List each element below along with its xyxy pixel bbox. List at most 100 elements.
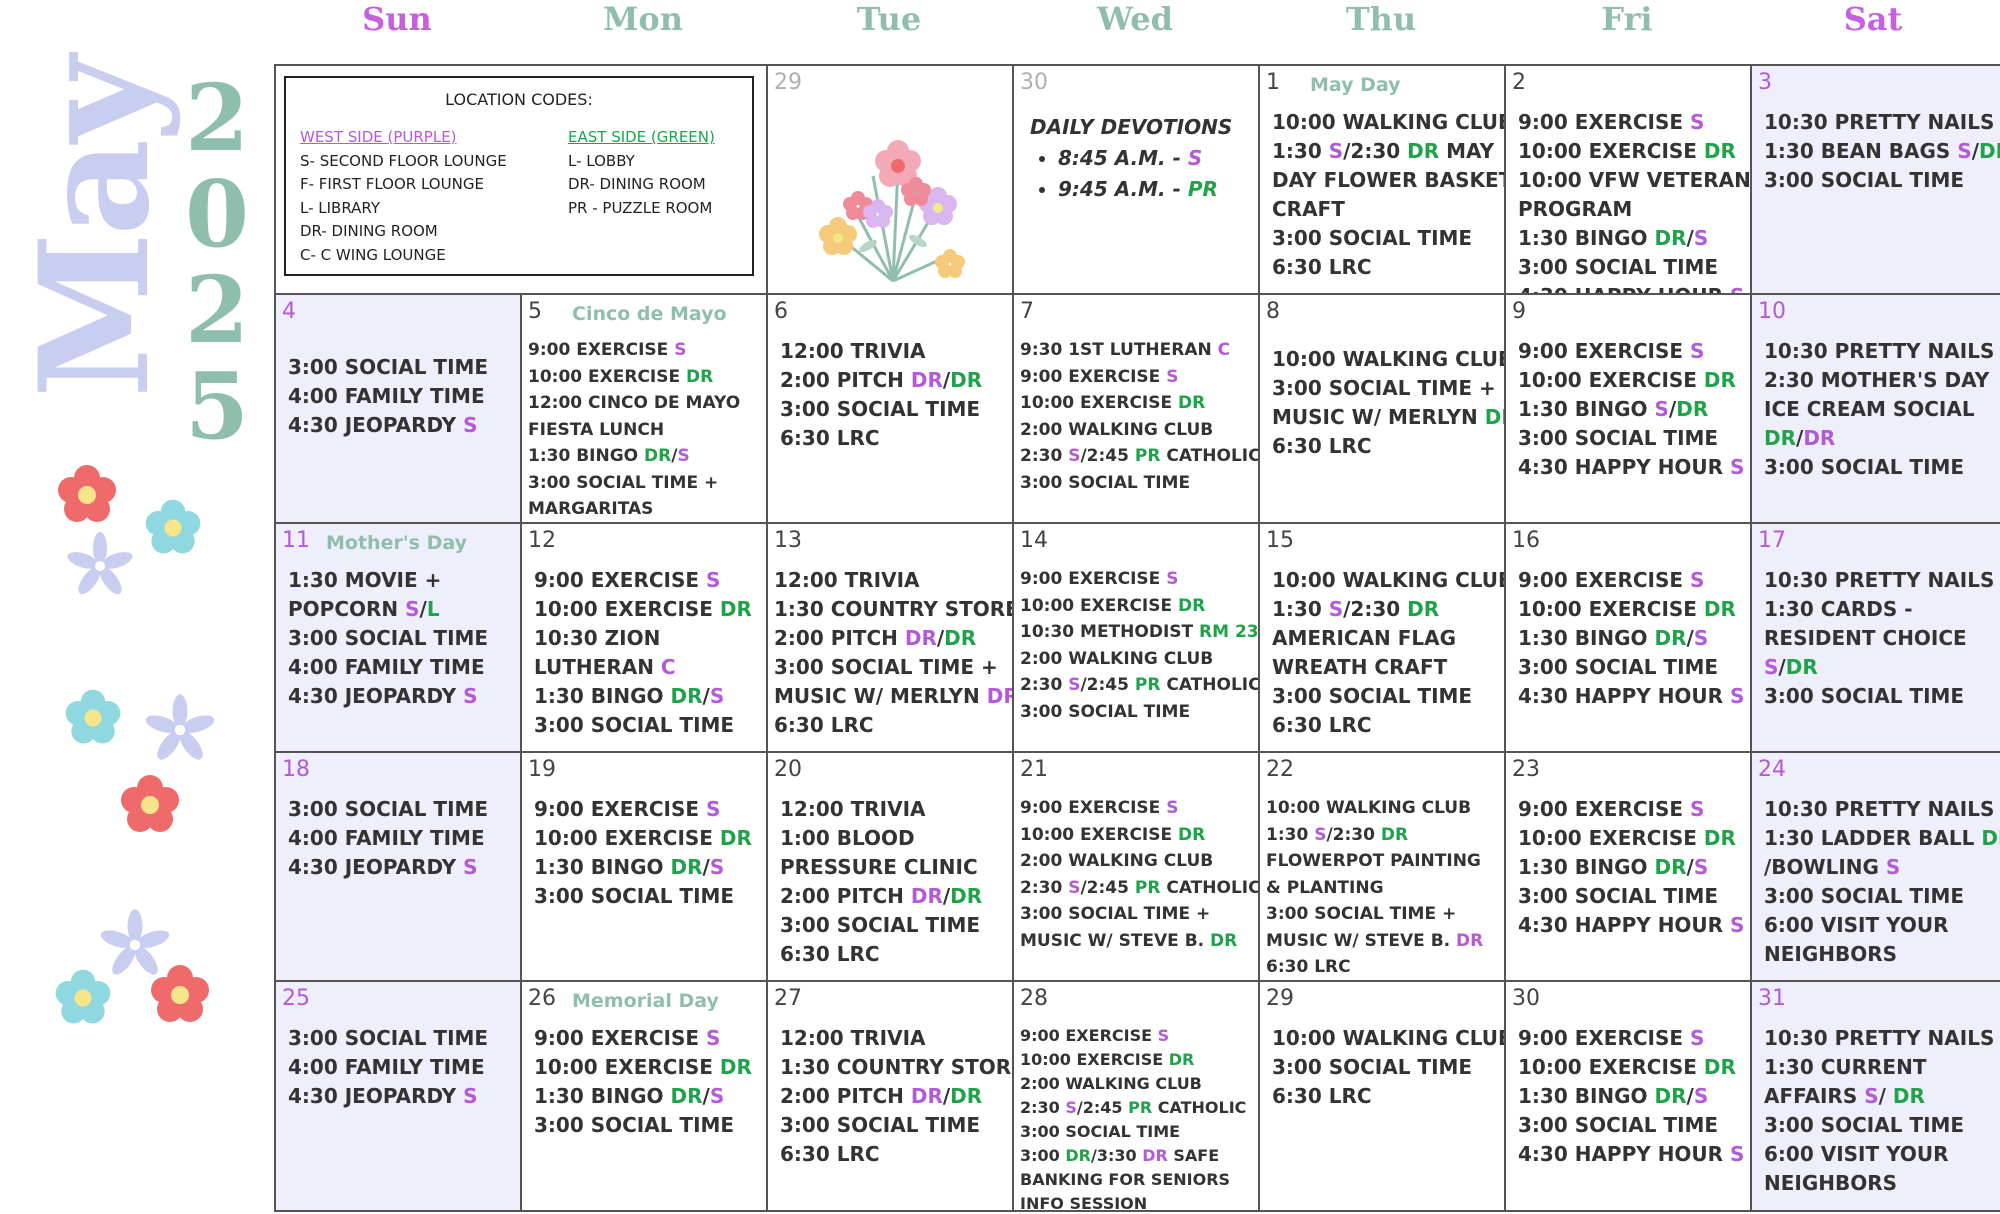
location-code: DR [1654, 1084, 1687, 1108]
event-text: 3:00 SOCIAL TIME [1518, 655, 1719, 679]
event-text: 6:30 LRC [780, 1142, 880, 1166]
event-line: 3:00 SOCIAL TIME [1518, 653, 1746, 682]
location-code: S [463, 684, 478, 708]
flower-icon [151, 965, 209, 1022]
event-text: 3:00 SOCIAL TIME [1272, 226, 1473, 250]
event-text: MAY [1439, 139, 1495, 163]
event-text: 2:00 PITCH [780, 368, 911, 392]
date-number: 6 [774, 299, 788, 324]
event-text: AFFAIRS [1764, 1084, 1865, 1108]
location-code: DR [944, 626, 977, 650]
event-text: 3:00 SOCIAL TIME [1518, 255, 1719, 279]
event-line: 9:00 EXERCISE S [1020, 795, 1254, 822]
location-code: DR [1380, 824, 1409, 845]
event-text: WREATH CRAFT [1272, 655, 1448, 679]
date-number: 15 [1266, 528, 1294, 553]
event-text: 10:00 EXERCISE [534, 1055, 720, 1079]
flower-icon [145, 499, 201, 554]
event-line: 10:00 WALKING CLUB [1266, 795, 1500, 822]
event-list: 10:00 WALKING CLUB 1:30 S/2:30 DR AMERICAN… [1272, 566, 1504, 740]
decorative-flowers [40, 440, 240, 1060]
event-line: 2:00 WALKING CLUB [1020, 646, 1254, 673]
event-text: 12:00 TRIVIA [780, 339, 926, 363]
event-text: 2:00 PITCH [780, 884, 911, 908]
event-list: 9:00 EXERCISE S 10:00 EXERCISE DR 2:00 WAL… [1020, 1024, 1254, 1210]
event-text: 1:30 BINGO [1518, 226, 1655, 250]
day-cell: 18 3:00 SOCIAL TIME 4:00 FAMILY TIME 4:30 J… [276, 753, 522, 982]
location-code: DR [1892, 1084, 1925, 1108]
event-text: 4:00 FAMILY TIME [288, 384, 485, 408]
event-line: 3:00 SOCIAL TIME [1020, 699, 1254, 726]
location-code: DR [644, 446, 672, 466]
event-text: PROGRAM [1518, 197, 1633, 221]
event-line: FLOWERPOT PAINTING [1266, 848, 1500, 875]
event-text: 1:30 BINGO [1518, 1084, 1655, 1108]
event-text: / [419, 597, 427, 621]
location-code: S [1730, 455, 1745, 479]
event-text: 3:00 SOCIAL TIME [1272, 1055, 1473, 1079]
location-code: DR [904, 626, 937, 650]
daily-devotions: DAILY DEVOTIONS 8:45 A.M. - S 9:45 A.M. … [1030, 112, 1254, 205]
legend-east: EAST SIDE (GREEN) L- LOBBY DR- DINING RO… [568, 126, 715, 220]
event-text: /2:45 [1080, 675, 1135, 695]
event-line: 10:00 EXERCISE DR [1020, 390, 1254, 417]
event-line: 2:00 PITCH DR/DR [780, 1082, 1008, 1111]
event-line: 2:00 WALKING CLUB [1020, 848, 1254, 875]
location-code: DR [1065, 1146, 1091, 1165]
event-text: 3:00 SOCIAL TIME + [1266, 904, 1457, 924]
event-line: 10:30 METHODIST RM 236 [1020, 619, 1258, 646]
event-text: 6:30 LRC [1266, 957, 1351, 977]
event-list: 10:00 WALKING CLUB 1:30 S/2:30 DR FLOWERPO… [1266, 795, 1500, 980]
event-line: 1:30 BINGO DR/S [534, 682, 762, 711]
year: 2 0 2 5 [182, 70, 252, 454]
date-number: 24 [1758, 757, 1786, 782]
date-number: 4 [282, 299, 296, 324]
event-line: 10:00 VFW VETERAN [1518, 166, 1750, 195]
holiday-label: Mother's Day [326, 532, 467, 554]
location-code: DR [1168, 1050, 1195, 1069]
event-line: MARGARITAS [528, 496, 762, 522]
event-line: 12:00 TRIVIA [780, 795, 1008, 824]
event-line: 10:00 EXERCISE DR [534, 1053, 762, 1082]
event-text: 9:00 EXERCISE [1518, 339, 1691, 363]
event-text: NEIGHBORS [1764, 1171, 1898, 1195]
event-list: 9:30 1ST LUTHERAN C 9:00 EXERCISE S 10:00 … [1020, 337, 1258, 496]
event-text: /3:30 [1090, 1146, 1143, 1165]
event-text: 4:00 FAMILY TIME [288, 826, 485, 850]
event-text: 10:00 EXERCISE [1020, 1050, 1169, 1069]
holiday-label: May Day [1310, 74, 1401, 96]
event-text: 10:00 EXERCISE [1020, 824, 1179, 845]
event-list: 9:00 EXERCISE S 10:00 EXERCISE DR 1:30 BIN… [1518, 566, 1746, 711]
location-code: DR [950, 368, 983, 392]
location-code: S [1690, 1026, 1705, 1050]
location-code: DR [1676, 397, 1709, 421]
devotion-location: S [1187, 146, 1203, 170]
event-line: 10:00 EXERCISE DR [534, 595, 762, 624]
location-code: DR [910, 1084, 943, 1108]
weekday-header-wed: Wed [1096, 0, 1174, 38]
location-code: S [706, 1026, 721, 1050]
event-line: 3:00 SOCIAL TIME [780, 911, 1008, 940]
event-text: 4:30 JEOPARDY [288, 1084, 464, 1108]
devotion-item: 8:45 A.M. - S [1058, 143, 1254, 174]
event-text: 3:00 [1020, 1146, 1066, 1165]
event-line: 1:30 S/2:30 DR [1272, 595, 1500, 624]
location-code: S [1730, 284, 1744, 293]
event-line: CRAFT [1272, 195, 1500, 224]
event-line: 9:00 EXERCISE S [1518, 795, 1746, 824]
event-text: 1:30 COUNTRY STORE [774, 597, 1014, 621]
event-line: RESIDENT CHOICE [1764, 624, 1996, 653]
event-line: 2:00 WALKING CLUB [1020, 1072, 1254, 1096]
event-text: /2:45 [1080, 446, 1135, 466]
day-cell: 11 Mother's Day 1:30 MOVIE + POPCORN S/L 3:0… [276, 524, 522, 753]
event-line: 3:00 SOCIAL TIME [780, 395, 1008, 424]
location-code: S [709, 855, 725, 879]
holiday-label: Memorial Day [572, 990, 719, 1012]
event-text: 2:00 WALKING CLUB [1020, 1074, 1202, 1093]
location-code: DR [1654, 626, 1687, 650]
event-text: 10:00 WALKING CLUB [1266, 798, 1472, 818]
event-text: / [942, 884, 951, 908]
day-cell: 12 9:00 EXERCISE S 10:00 EXERCISE DR 10:30 … [522, 524, 768, 753]
event-list: 10:30 PRETTY NAILS 1:30 CARDS - RESIDENT C… [1764, 566, 1996, 711]
event-text: 9:00 EXERCISE [1020, 1026, 1158, 1045]
